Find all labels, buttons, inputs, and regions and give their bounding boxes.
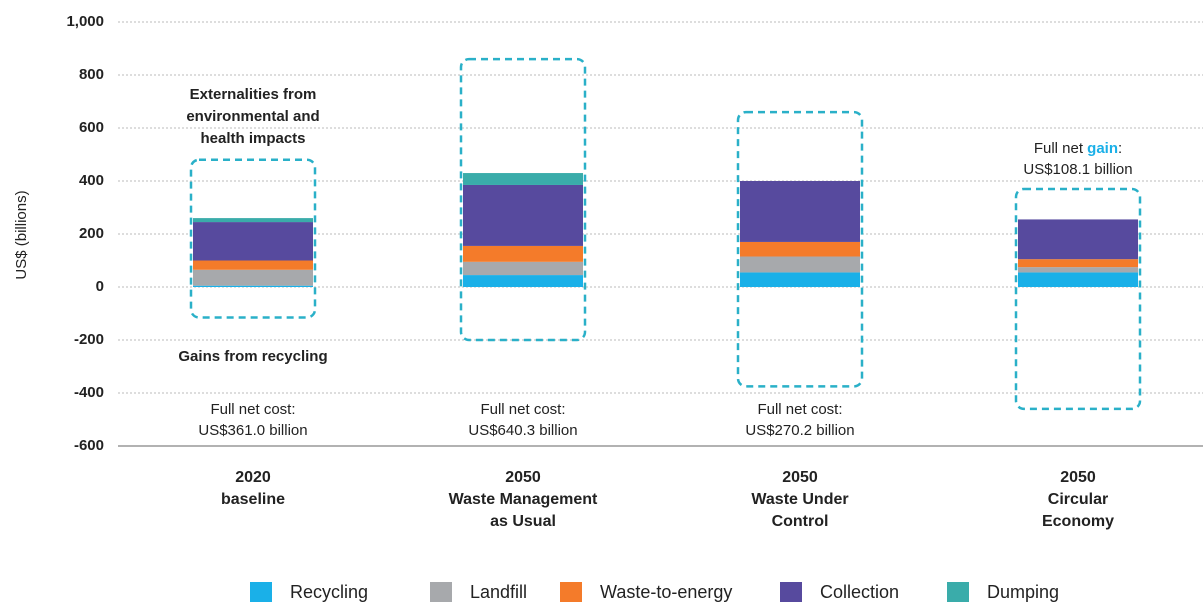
envelope	[189, 158, 317, 319]
legend-label: Collection	[820, 582, 899, 602]
net-label-part: Full net	[1034, 140, 1087, 157]
x-tick-label: Waste Under	[751, 491, 848, 508]
bar-segment	[740, 256, 860, 273]
legend-swatch	[560, 582, 582, 602]
annotation: Externalities from	[190, 86, 317, 103]
bar-segment	[740, 272, 860, 287]
y-tick-label: 0	[96, 278, 104, 295]
bar-segment	[463, 173, 583, 185]
annotation: environmental and	[186, 108, 319, 125]
annotation: health impacts	[200, 130, 305, 147]
legend-label: Waste-to-energy	[600, 582, 732, 602]
x-tick-label: 2050	[505, 469, 541, 486]
y-tick-label: 800	[79, 66, 104, 83]
legend-swatch	[947, 582, 969, 602]
net-label: US$361.0 billion	[198, 422, 307, 439]
x-tick-label: baseline	[221, 491, 285, 508]
bar-segment	[740, 181, 860, 242]
bar-segment	[1018, 259, 1138, 268]
x-tick-label: Waste Management	[449, 491, 598, 508]
bar-segment	[463, 261, 583, 276]
net-label: Full net gain:	[1034, 140, 1122, 157]
bar-segment	[193, 285, 313, 287]
x-tick-label: Economy	[1042, 513, 1114, 530]
envelope	[736, 110, 864, 388]
x-tick-label: 2050	[1060, 469, 1096, 486]
net-label-part: gain	[1087, 140, 1118, 157]
net-label: Full net cost:	[757, 401, 842, 418]
net-label: Full net cost:	[480, 401, 565, 418]
bar-segment	[1018, 219, 1138, 260]
y-tick-label: -200	[74, 331, 104, 348]
annotation: Gains from recycling	[178, 348, 327, 365]
bar-segment	[193, 269, 313, 286]
y-tick-label: -600	[74, 437, 104, 454]
x-tick-label: 2020	[235, 469, 271, 486]
bar-segment	[463, 245, 583, 262]
y-tick-label: -400	[74, 384, 104, 401]
x-tick-label: as Usual	[490, 513, 556, 530]
x-tick-label: Control	[772, 513, 829, 530]
bar-segment	[1018, 267, 1138, 273]
net-label: Full net cost:	[210, 401, 295, 418]
x-tick-label: Circular	[1048, 491, 1108, 508]
bar-segment	[1018, 272, 1138, 287]
legend-label: Dumping	[987, 582, 1059, 602]
envelope	[1014, 187, 1142, 411]
bar-segment	[193, 222, 313, 261]
net-label-part: :	[1118, 140, 1122, 157]
legend-swatch	[250, 582, 272, 602]
y-tick-label: 400	[79, 172, 104, 189]
y-tick-label: 600	[79, 119, 104, 136]
y-tick-label: 200	[79, 225, 104, 242]
bar-segment	[463, 275, 583, 287]
envelope	[459, 57, 587, 342]
bar-segment	[740, 241, 860, 257]
net-label-part: Full net cost:	[210, 401, 295, 418]
net-label-part: Full net cost:	[757, 401, 842, 418]
legend-label: Landfill	[470, 582, 527, 602]
legend-label: Recycling	[290, 582, 368, 602]
net-label: US$270.2 billion	[745, 422, 854, 439]
bar-segment	[193, 260, 313, 270]
net-label: US$640.3 billion	[468, 422, 577, 439]
legend-swatch	[780, 582, 802, 602]
legend-swatch	[430, 582, 452, 602]
net-label-part: Full net cost:	[480, 401, 565, 418]
bar-segment	[193, 218, 313, 223]
bar-segment	[463, 184, 583, 246]
x-tick-label: 2050	[782, 469, 818, 486]
net-label: US$108.1 billion	[1023, 161, 1132, 178]
y-tick-label: 1,000	[66, 13, 104, 30]
y-axis-label: US$ (billions)	[13, 190, 30, 279]
